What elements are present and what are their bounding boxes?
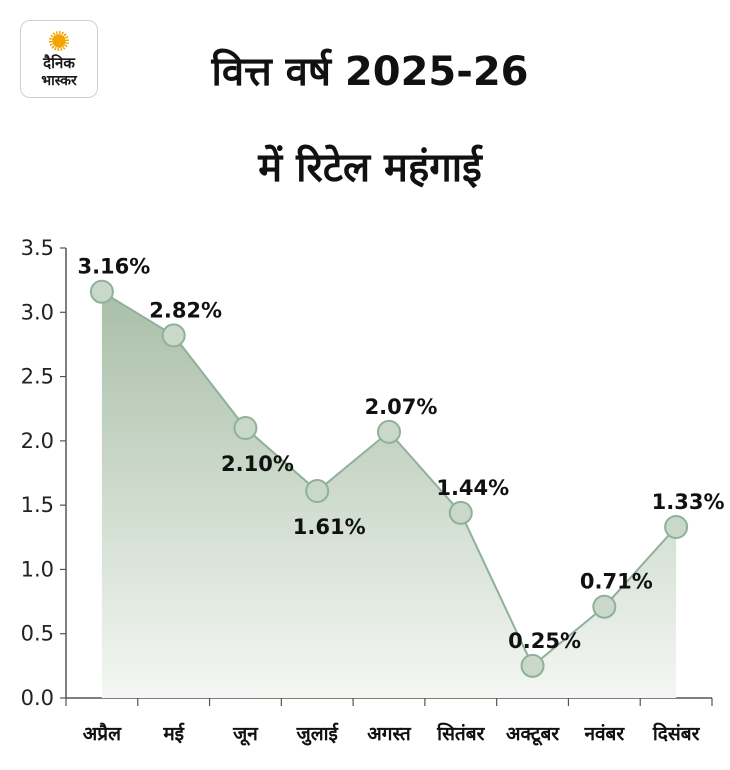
- data-label: 2.10%: [221, 452, 294, 476]
- x-tick-label: जून: [232, 723, 259, 746]
- data-point: [520, 653, 545, 678]
- data-label: 2.82%: [149, 298, 222, 322]
- y-tick-label: 3.0: [21, 300, 54, 324]
- x-tick-label: मई: [162, 722, 185, 745]
- data-point: [448, 500, 473, 525]
- chart-title-line2: में रिटेल महंगाई: [258, 145, 482, 191]
- y-tick-label: 2.5: [21, 365, 54, 389]
- x-tick-label: अगस्त: [367, 723, 412, 745]
- x-tick-label: सितंबर: [436, 722, 485, 745]
- y-tick-label: 3.5: [21, 236, 54, 260]
- y-tick-label: 0.5: [21, 622, 54, 646]
- data-point: [89, 279, 114, 304]
- x-tick-label: नवंबर: [583, 723, 625, 745]
- data-point: [377, 419, 401, 444]
- x-tick-label: जुलाई: [296, 722, 339, 746]
- data-label: 0.71%: [580, 570, 653, 594]
- data-label: 1.61%: [293, 515, 366, 539]
- area-fill: [101, 291, 677, 698]
- x-tick-label: अप्रैल: [83, 722, 122, 745]
- data-label: 2.07%: [365, 395, 438, 419]
- data-point: [305, 479, 330, 503]
- logo: दैनिक भास्कर: [20, 20, 98, 98]
- x-tick-label: अक्टूबर: [506, 723, 560, 746]
- data-point: [161, 323, 186, 348]
- data-label: 0.25%: [508, 629, 581, 653]
- data-label: 1.33%: [652, 490, 725, 514]
- chart-title-line1: वित्त वर्ष 2025-26: [211, 49, 529, 95]
- data-label: 3.16%: [77, 255, 150, 279]
- data-point: [233, 416, 258, 440]
- y-tick-label: 1.0: [21, 557, 54, 581]
- x-tick-label: दिसंबर: [652, 722, 701, 745]
- data-point: [664, 515, 689, 539]
- y-tick-label: 2.0: [21, 429, 54, 453]
- data-point: [592, 594, 617, 619]
- logo-text-line2: भास्कर: [41, 73, 77, 89]
- sun-icon: [49, 31, 69, 51]
- data-label: 1.44%: [436, 476, 509, 500]
- y-tick-label: 0.0: [21, 686, 54, 710]
- logo-text-line1: दैनिक: [43, 54, 75, 72]
- y-tick-label: 1.5: [21, 493, 54, 517]
